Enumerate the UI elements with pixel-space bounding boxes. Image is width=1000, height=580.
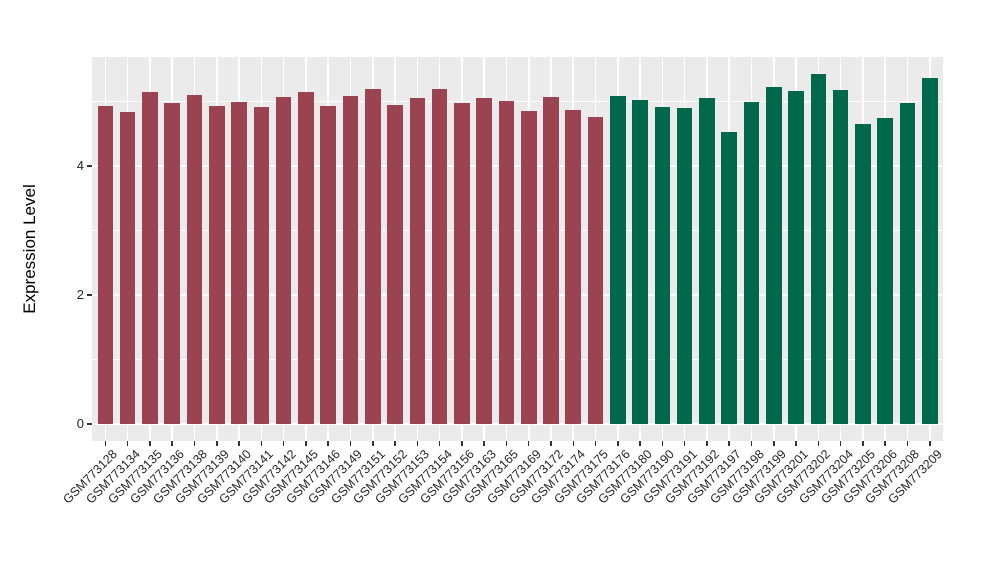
bar-GSM773202 [810,74,827,424]
x-tick [372,441,374,446]
bar-GSM773151 [364,88,381,424]
x-tick [416,441,419,446]
bar-GSM773138 [186,95,203,424]
bar-GSM773146 [320,106,336,424]
x-tick [572,441,575,446]
bar-GSM773141 [253,106,270,424]
bar-GSM773201 [788,91,804,424]
bar-GSM773176 [610,95,626,424]
x-tick [594,441,597,446]
bar-GSM773156 [454,103,470,424]
bar-GSM773134 [119,112,136,424]
x-tick [884,441,886,446]
x-tick [683,441,686,446]
x-tick [527,441,530,446]
x-tick [461,441,463,446]
x-tick [216,441,218,446]
x-tick [238,441,240,446]
y-tick-label: 2 [76,287,84,302]
x-tick [260,441,263,446]
major-gridline [92,165,943,167]
y-tick [87,165,92,167]
bar-GSM773197 [721,131,738,424]
x-tick [795,441,797,446]
bar-GSM773190 [654,106,671,424]
major-gridline [92,294,943,296]
x-tick [906,441,909,446]
x-tick [839,441,842,446]
bar-GSM773149 [342,95,359,424]
bar-GSM773204 [832,89,849,424]
x-tick [817,441,820,446]
x-tick [282,441,285,446]
y-tick-label: 0 [76,416,84,431]
x-tick [728,441,730,446]
bar-GSM773128 [97,106,114,424]
x-tick [750,441,753,446]
plot-panel [92,57,943,441]
x-tick [149,441,151,446]
bar-GSM773198 [743,102,760,424]
bar-GSM773180 [632,99,648,424]
x-tick [862,441,864,446]
x-tick [639,441,641,446]
x-tick [661,441,664,446]
y-tick [87,423,92,425]
bar-GSM773208 [899,103,916,424]
x-tick [438,441,441,446]
x-tick [550,441,552,446]
x-tick [104,441,107,446]
bar-GSM773209 [921,77,938,424]
x-tick [773,441,775,446]
x-tick [349,441,352,446]
bar-GSM773145 [298,92,314,424]
bar-GSM773169 [520,111,537,424]
bar-GSM773192 [699,97,715,424]
bar-GSM773152 [387,104,403,424]
bar-GSM773153 [409,97,426,424]
bar-GSM773175 [587,116,604,424]
bar-GSM773136 [164,102,181,424]
x-tick [929,441,931,446]
bar-GSM773135 [142,91,158,424]
y-tick [87,294,92,296]
bar-GSM773206 [877,117,893,424]
y-tick-label: 4 [76,158,84,173]
minor-gridline [92,101,943,102]
x-tick [394,441,396,446]
bar-GSM773139 [209,106,225,424]
y-axis-title: Expression Level [20,184,39,314]
bar-GSM773174 [565,109,582,424]
x-tick [483,441,485,446]
bar-GSM773165 [498,100,515,424]
bar-GSM773154 [431,88,448,424]
x-tick [706,441,708,446]
bar-GSM773172 [543,96,559,424]
x-tick [305,441,307,446]
minor-gridline [92,230,943,231]
minor-gridline [92,359,943,360]
bar-GSM773140 [231,101,247,424]
major-gridline [92,423,943,425]
bar-GSM773205 [855,124,871,424]
x-tick [327,441,329,446]
bar-GSM773191 [676,107,693,424]
x-tick [171,441,173,446]
x-tick [126,441,129,446]
bar-GSM773199 [766,87,782,424]
x-tick [617,441,619,446]
x-tick [193,441,196,446]
bar-GSM773163 [476,97,492,424]
bar-GSM773142 [275,96,292,424]
x-tick [505,441,508,446]
